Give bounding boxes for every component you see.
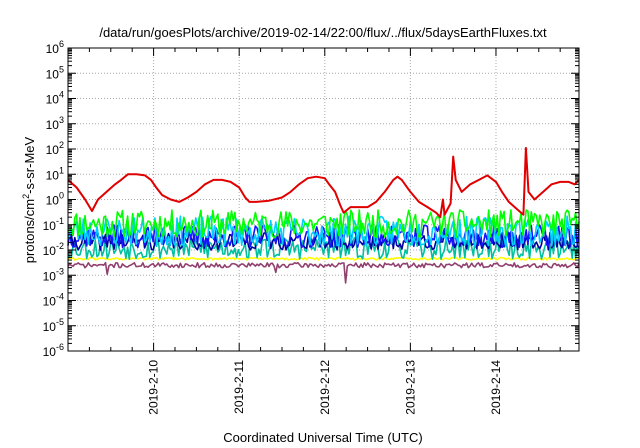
y-tick-base: 10 bbox=[43, 295, 57, 309]
y-tick-label: 103 bbox=[46, 115, 64, 132]
y-tick-exponent: 3 bbox=[59, 115, 64, 125]
y-tick-exponent: 1 bbox=[59, 165, 64, 175]
y-tick-label: 10-1 bbox=[43, 216, 64, 233]
y-tick-base: 10 bbox=[43, 345, 57, 359]
x-axis-label: Coordinated Universal Time (UTC) bbox=[223, 430, 422, 445]
y-tick-exponent: 4 bbox=[59, 90, 64, 100]
y-tick-exponent: 6 bbox=[59, 39, 64, 49]
grid-lines bbox=[68, 48, 579, 351]
y-tick-base: 10 bbox=[46, 143, 60, 157]
y-tick-exponent: 2 bbox=[59, 140, 64, 150]
y-tick-exponent: -3 bbox=[56, 266, 64, 276]
x-tick-labels: 2019-2-10 2019-2-11 2019-2-12 2019-2-13 2019… bbox=[147, 360, 503, 415]
y-axis-label-main: protons/cm bbox=[22, 199, 37, 263]
y-tick-label: 100 bbox=[46, 191, 64, 208]
y-tick-label: 106 bbox=[46, 39, 64, 56]
series-layer bbox=[67, 147, 580, 284]
y-axis-label-sup: 2 bbox=[21, 194, 31, 199]
y-tick-label: 10-4 bbox=[43, 292, 64, 309]
series-line-4 bbox=[67, 231, 580, 251]
y-tick-base: 10 bbox=[46, 118, 60, 132]
y-tick-base: 10 bbox=[43, 269, 57, 283]
x-tick-label: 2019-2-10 bbox=[147, 360, 161, 415]
series-line-5 bbox=[67, 235, 580, 260]
y-tick-exponent: -5 bbox=[56, 317, 64, 327]
axis-ticks bbox=[68, 47, 579, 352]
y-tick-exponent: -6 bbox=[56, 342, 64, 352]
plot-frame bbox=[67, 47, 580, 352]
y-tick-base: 10 bbox=[46, 67, 60, 81]
y-tick-base: 10 bbox=[46, 42, 60, 56]
y-tick-label: 102 bbox=[46, 140, 64, 157]
x-tick-label: 2019-2-11 bbox=[232, 360, 246, 414]
y-tick-base: 10 bbox=[46, 168, 60, 182]
x-tick-label: 2019-2-12 bbox=[318, 360, 332, 415]
y-tick-label: 10-2 bbox=[43, 241, 64, 258]
series-line-1 bbox=[67, 209, 580, 239]
y-tick-label: 10-3 bbox=[43, 266, 64, 283]
y-tick-labels: 10-610-510-410-310-210-11001011021031041… bbox=[43, 39, 64, 359]
x-tick-label: 2019-2-13 bbox=[403, 360, 417, 415]
chart-title: /data/run/goesPlots/archive/2019-02-14/2… bbox=[99, 25, 547, 40]
y-tick-exponent: 5 bbox=[59, 64, 64, 74]
y-tick-exponent: -4 bbox=[56, 292, 64, 302]
y-tick-label: 10-6 bbox=[43, 342, 64, 359]
y-tick-exponent: -1 bbox=[56, 216, 64, 226]
y-tick-base: 10 bbox=[46, 93, 60, 107]
series-line-6 bbox=[67, 256, 580, 261]
y-tick-base: 10 bbox=[43, 219, 57, 233]
y-tick-label: 101 bbox=[46, 165, 64, 182]
series-line-0 bbox=[67, 147, 580, 219]
y-axis-label: protons/cm2-s-sr-MeV bbox=[21, 136, 37, 263]
y-tick-exponent: -2 bbox=[56, 241, 64, 251]
y-tick-base: 10 bbox=[43, 320, 57, 334]
y-tick-exponent: 0 bbox=[59, 191, 64, 201]
y-tick-base: 10 bbox=[46, 194, 60, 208]
y-tick-label: 104 bbox=[46, 90, 64, 107]
y-tick-label: 10-5 bbox=[43, 317, 64, 334]
y-tick-label: 105 bbox=[46, 64, 64, 81]
y-axis-label-rest: -s-sr-MeV bbox=[22, 136, 37, 193]
x-tick-label: 2019-2-14 bbox=[489, 360, 503, 415]
y-tick-base: 10 bbox=[43, 244, 57, 258]
series-line-7 bbox=[67, 261, 580, 284]
